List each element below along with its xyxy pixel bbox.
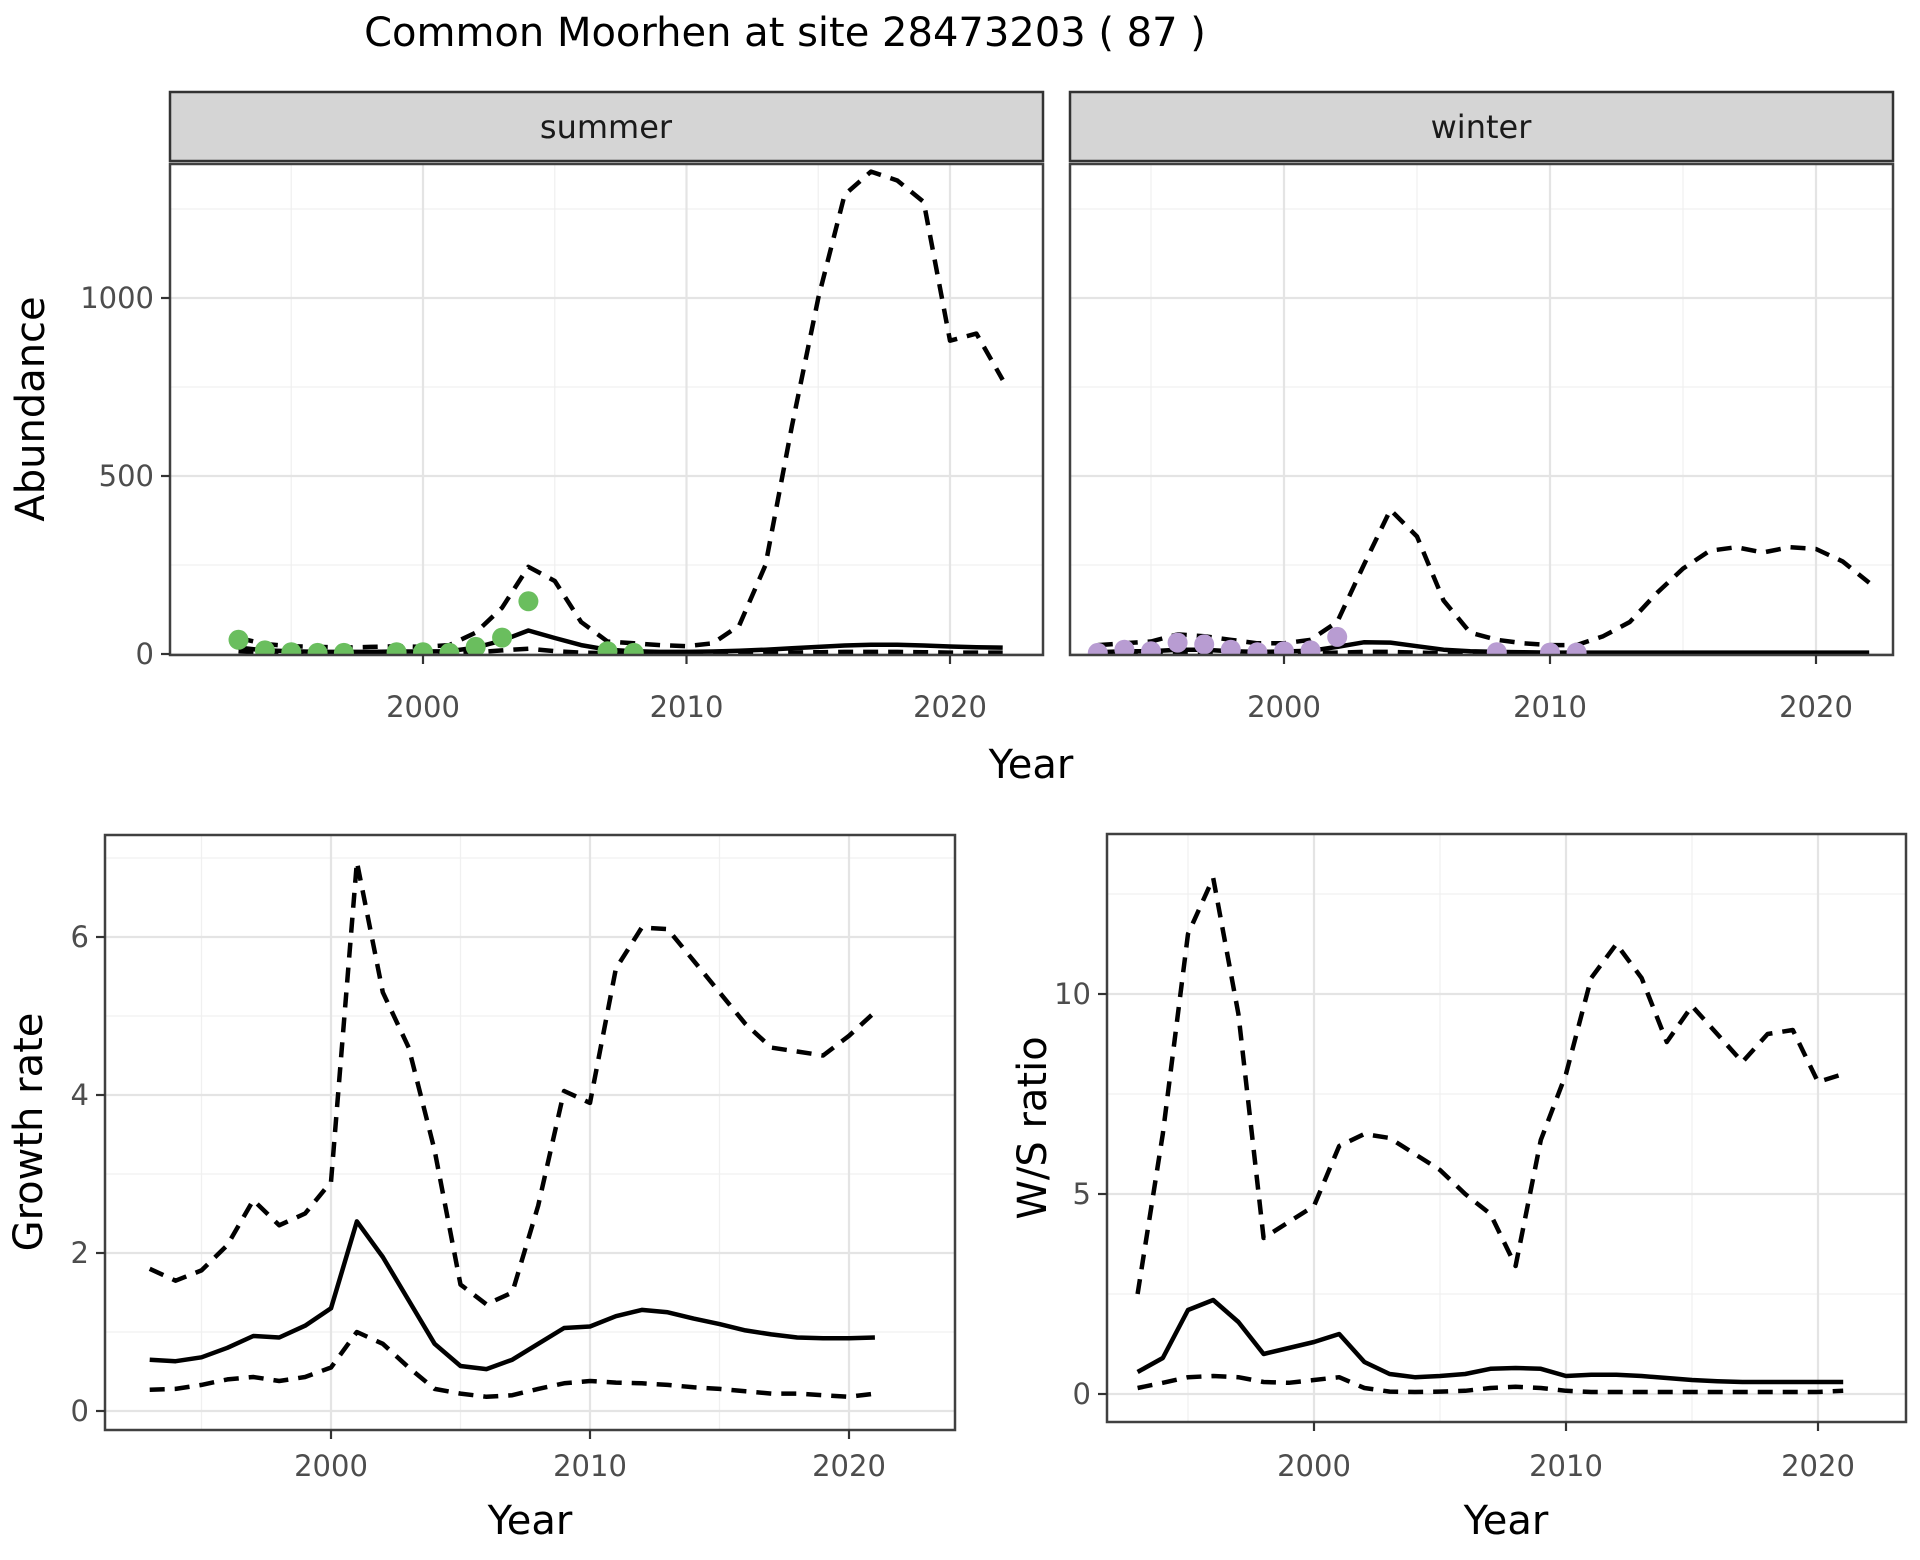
growth-rate-y-tick-label: 6: [71, 920, 89, 954]
panel-growth-rate-border: [103, 833, 957, 1432]
panel-ws-ratio-bg: [1107, 834, 1906, 1422]
winter-data-point: [1247, 642, 1268, 655]
summer-data-point: [281, 642, 302, 655]
facet-strip-summer: summer: [168, 90, 1045, 163]
summer-data-point: [413, 642, 433, 655]
growth-rate-y-axis-title: Growth rate: [6, 1013, 52, 1252]
panel-growth-rate: 2000 2010 2020 0 2 4 6: [71, 833, 957, 1483]
ws-ratio-y-tick-label: 10: [1054, 977, 1091, 1011]
panel-growth-rate-bg: [105, 835, 955, 1430]
winter-x-tick-label: 2020: [1779, 690, 1853, 724]
summer-data-point: [465, 636, 486, 655]
winter-data-point: [1540, 642, 1560, 655]
panel-ws-ratio: 2000 2010 2020 0 5 10: [1054, 832, 1908, 1483]
panel-summer-bg: [170, 164, 1043, 655]
summer-data-point: [623, 642, 644, 655]
ws-ratio-median-line: [1136, 1297, 1844, 1385]
facet-strip-summer-label: summer: [540, 108, 673, 146]
winter-data-point: [1566, 642, 1587, 655]
ws-ratio-x-tick-label: 2020: [1781, 1449, 1855, 1483]
summer-y-tick-label: 500: [99, 459, 154, 493]
summer-upper-ci-line: [238, 169, 1005, 650]
ws-ratio-y-tick-label: 0: [1073, 1377, 1091, 1411]
winter-data-point: [1087, 642, 1108, 655]
ws-ratio-lower-ci-line: [1137, 1373, 1844, 1395]
summer-data-point: [439, 642, 460, 655]
panel-ws-ratio-border: [1105, 832, 1908, 1424]
panel-winter-series: [1087, 507, 1871, 655]
ws-ratio-y-axis-title: W/S ratio: [1010, 1036, 1056, 1219]
summer-data-point: [307, 642, 328, 655]
winter-data-point: [1327, 626, 1348, 647]
summer-data-point: [386, 642, 407, 655]
winter-data-point: [1194, 634, 1215, 655]
winter-x-tick-label: 2010: [1513, 690, 1587, 724]
ws-ratio-upper-ci-line: [1135, 875, 1844, 1295]
panel-winter-bg: [1070, 164, 1893, 655]
growth-rate-median-line: [149, 1219, 875, 1372]
panel-growth-rate-series: [148, 859, 877, 1400]
panel-ws-ratio-series: [1135, 875, 1844, 1395]
growth-rate-upper-ci-line: [148, 859, 877, 1307]
facet-strip-winter-bg: [1068, 90, 1895, 163]
facet-strip-summer-bg: [168, 90, 1045, 163]
panel-summer-border: [168, 162, 1045, 657]
growth-rate-y-tick-label: 0: [71, 1394, 89, 1428]
winter-data-point: [1141, 641, 1161, 655]
winter-x-tick-label: 2000: [1247, 690, 1321, 724]
growth-rate-x-axis-title: Year: [487, 1498, 573, 1544]
growth-rate-x-tick-label: 2010: [553, 1449, 627, 1483]
facet-strip-winter: winter: [1068, 90, 1895, 163]
summer-x-tick-label: 2010: [650, 690, 724, 724]
figure-title: Common Moorhen at site 28473203 ( 87 ): [364, 10, 1206, 56]
summer-y-tick-label: 1000: [80, 281, 154, 315]
summer-data-point: [333, 642, 354, 655]
summer-x-tick-label: 2000: [386, 690, 460, 724]
ws-ratio-x-axis-title: Year: [1463, 1498, 1549, 1544]
growth-rate-x-tick-label: 2000: [294, 1449, 368, 1483]
ws-ratio-y-tick-label: 5: [1073, 1177, 1091, 1211]
ws-ratio-x-tick-label: 2000: [1277, 1449, 1351, 1483]
summer-y-tick-label: 0: [136, 637, 154, 671]
winter-data-point: [1300, 640, 1321, 655]
summer-data-point: [597, 641, 618, 655]
summer-median-line: [238, 628, 1003, 655]
panel-winter: 2000 2010 2020: [1068, 162, 1895, 724]
winter-data-point: [1220, 639, 1241, 655]
panel-summer-series: [228, 169, 1005, 655]
abundance-x-axis-title: Year: [988, 742, 1074, 788]
summer-x-tick-label: 2020: [913, 690, 987, 724]
panel-winter-border: [1068, 162, 1895, 657]
summer-data-point: [254, 640, 275, 655]
panel-summer: 2000 2010 2020 0 500 1000: [80, 162, 1045, 724]
winter-data-point: [1167, 632, 1188, 653]
summer-data-point: [492, 627, 513, 648]
winter-data-point: [1274, 641, 1294, 655]
growth-rate-lower-ci-line: [149, 1329, 876, 1400]
facet-strip-winter-label: winter: [1431, 108, 1533, 146]
growth-rate-y-tick-label: 2: [71, 1236, 89, 1270]
ws-ratio-x-tick-label: 2010: [1529, 1449, 1603, 1483]
summer-data-point: [228, 629, 249, 650]
growth-rate-y-tick-label: 4: [71, 1078, 89, 1112]
growth-rate-x-tick-label: 2020: [812, 1449, 886, 1483]
summer-data-point: [518, 591, 539, 612]
winter-upper-ci-line: [1097, 507, 1871, 648]
winter-data-point: [1486, 642, 1507, 655]
winter-data-point: [1114, 639, 1135, 655]
abundance-y-axis-title: Abundance: [8, 296, 54, 521]
